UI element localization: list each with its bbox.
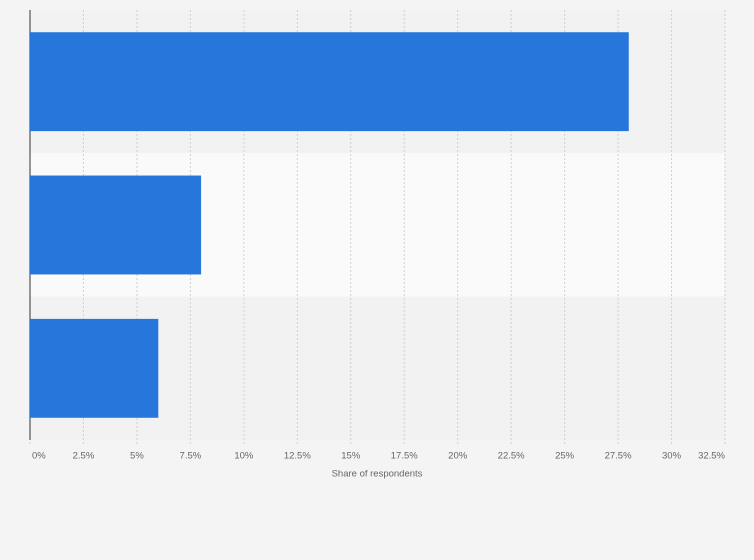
x-tick-label: 20% <box>448 451 468 462</box>
x-tick-label: 27.5% <box>605 451 632 462</box>
x-tick-label: 5% <box>130 451 144 462</box>
x-tick-label: 32.5% <box>698 451 725 462</box>
bar <box>30 175 202 275</box>
x-tick-label: 22.5% <box>498 451 525 462</box>
x-tick-label: 25% <box>555 451 575 462</box>
x-tick-label: 12.5% <box>284 451 311 462</box>
x-tick-label: 17.5% <box>391 451 418 462</box>
x-axis-label: Share of respondents <box>332 469 423 480</box>
x-tick-label: 0% <box>32 451 46 462</box>
x-tick-label: 15% <box>341 451 361 462</box>
x-tick-label: 7.5% <box>180 451 202 462</box>
x-tick-label: 30% <box>662 451 682 462</box>
bar <box>30 32 629 132</box>
bar <box>30 318 159 418</box>
x-tick-label: 2.5% <box>73 451 95 462</box>
x-tick-label: 10% <box>234 451 254 462</box>
